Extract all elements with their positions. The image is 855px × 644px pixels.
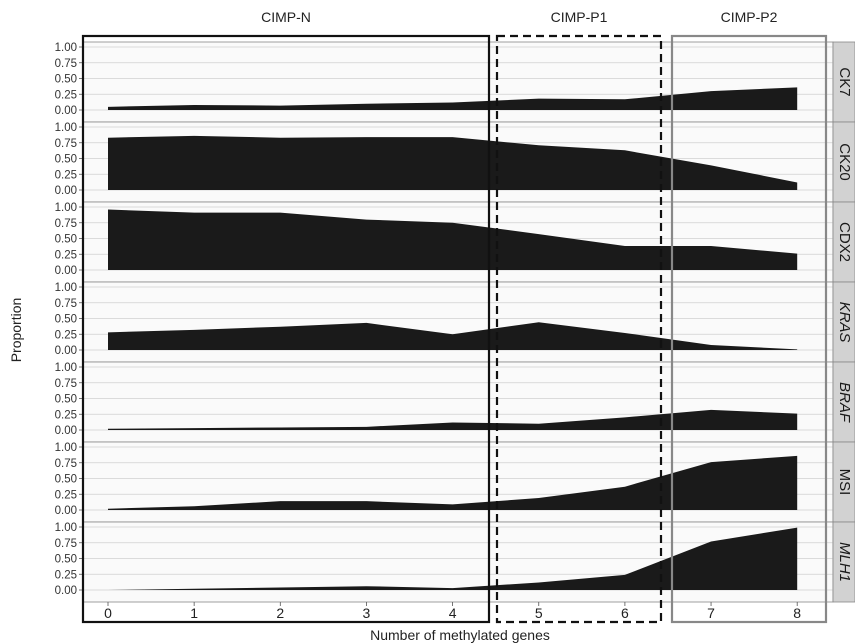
y-tick-label: 0.75 [55, 458, 77, 470]
area-braf [108, 409, 798, 430]
y-tick-label: 0.50 [55, 234, 77, 246]
panel-cdx2: CDX2 [82, 201, 855, 283]
strip-label-ck20: CK20 [836, 143, 853, 181]
strip-label-kras: KRAS [836, 302, 853, 343]
group-label-cimp-p2: CIMP-P2 [721, 9, 778, 25]
group-box-cimp-n [81, 34, 491, 624]
panel-ck20: CK20 [82, 121, 855, 203]
group-box-cimp-p2 [670, 34, 828, 624]
x-tick-label: 8 [793, 605, 801, 621]
y-tick-label: 0.50 [55, 394, 77, 406]
y-tick-label: 0.25 [55, 329, 77, 341]
panel-mlh1: MLH1 [82, 521, 855, 603]
y-tick-label: 0.50 [55, 74, 77, 86]
area-mlh1 [108, 527, 798, 590]
y-tick-label: 1.00 [55, 522, 77, 534]
y-tick-label: 0.00 [55, 345, 77, 357]
group-boxes: CIMP-N CIMP-P1 CIMP-P2 [81, 9, 828, 624]
area-ck20 [108, 135, 798, 190]
x-tick-label: 6 [621, 605, 629, 621]
y-tick-label: 0.00 [55, 105, 77, 117]
x-tick-label: 0 [104, 605, 112, 621]
y-tick-label: 0.75 [55, 138, 77, 150]
x-axis-label: Number of methylated genes [370, 627, 550, 643]
strip-label-msi: MSI [836, 469, 853, 496]
y-tick-label: 0.50 [55, 314, 77, 326]
group-box-cimp-p1 [495, 34, 663, 624]
x-tick-label: 2 [276, 605, 284, 621]
group-label-cimp-n: CIMP-N [261, 9, 311, 25]
area-cdx2 [108, 209, 798, 270]
strip-background [832, 521, 855, 603]
x-tick-label: 4 [449, 605, 457, 621]
strip-label-cdx2: CDX2 [836, 222, 853, 262]
y-tick-label: 1.00 [55, 202, 77, 214]
y-tick-label: 0.00 [55, 185, 77, 197]
area-ck7 [108, 87, 798, 110]
area-msi [108, 455, 798, 510]
y-tick-label: 0.50 [55, 554, 77, 566]
x-tick-label: 1 [190, 605, 198, 621]
panel-ck7: CK7 [82, 41, 855, 123]
panel-braf: BRAF [82, 361, 855, 443]
y-tick-label: 0.75 [55, 58, 77, 70]
y-tick-labels: 0.00 0.25 0.50 0.75 1.00 0.00 0.25 0.50 0.75 1.00… [55, 42, 83, 597]
y-tick-label: 0.00 [55, 425, 77, 437]
strip-label-mlh1: MLH1 [836, 542, 853, 582]
x-tick-label: 7 [707, 605, 715, 621]
y-tick-label: 0.25 [55, 169, 77, 181]
y-tick-label: 0.75 [55, 378, 77, 390]
y-tick-label: 0.25 [55, 249, 77, 261]
y-tick-label: 0.50 [55, 474, 77, 486]
y-tick-label: 0.50 [55, 154, 77, 166]
y-tick-label: 0.00 [55, 585, 77, 597]
y-tick-label: 0.25 [55, 569, 77, 581]
facet-panels: CK7 CK20 CDX2 KRAS BRAF MSI MLH1 [82, 41, 855, 603]
y-tick-label: 1.00 [55, 282, 77, 294]
y-tick-label: 1.00 [55, 442, 77, 454]
y-tick-label: 1.00 [55, 362, 77, 374]
x-axis: 0 1 2 3 4 5 6 7 8 [104, 602, 801, 621]
panel-msi: MSI [82, 441, 855, 523]
y-tick-label: 0.00 [55, 265, 77, 277]
area-kras [108, 322, 798, 350]
x-tick-label: 3 [363, 605, 371, 621]
y-tick-label: 0.75 [55, 298, 77, 310]
panel-kras: KRAS [82, 281, 855, 363]
y-tick-label: 1.00 [55, 42, 77, 54]
y-tick-label: 0.25 [55, 89, 77, 101]
y-tick-label: 0.75 [55, 218, 77, 230]
y-tick-label: 0.25 [55, 489, 77, 501]
x-tick-label: 5 [535, 605, 543, 621]
strip-label-ck7: CK7 [836, 67, 853, 96]
y-tick-label: 0.25 [55, 409, 77, 421]
y-axis-label: Proportion [8, 298, 24, 363]
group-label-cimp-p1: CIMP-P1 [551, 9, 608, 25]
y-tick-label: 0.00 [55, 505, 77, 517]
y-tick-label: 0.75 [55, 538, 77, 550]
strip-label-braf: BRAF [836, 382, 853, 423]
y-tick-label: 1.00 [55, 122, 77, 134]
